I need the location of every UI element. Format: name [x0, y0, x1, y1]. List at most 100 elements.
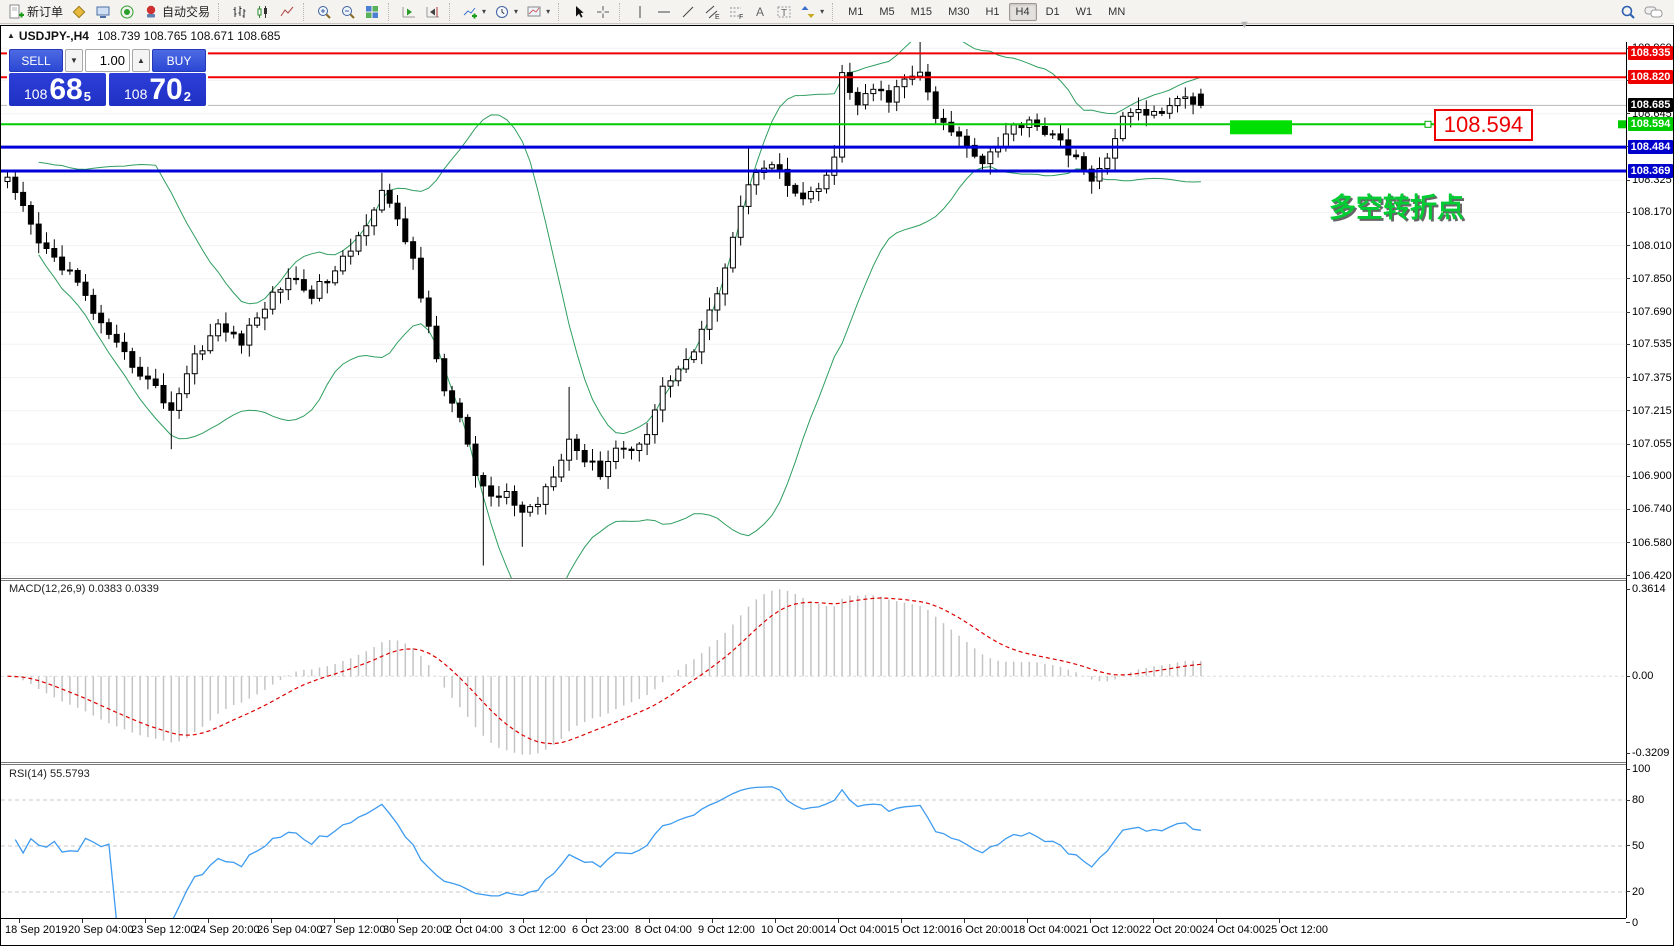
macd-tick: [1626, 588, 1630, 590]
templates-button[interactable]: ▾: [522, 1, 554, 23]
price-tick: [1626, 179, 1630, 181]
tf-H4[interactable]: H4: [1008, 2, 1037, 21]
fibonacci-icon: F: [730, 7, 743, 20]
price-pane-canvas[interactable]: [1, 42, 1626, 578]
price-tick: [1626, 245, 1630, 247]
turning-point-annotation[interactable]: 多空转折点: [1329, 193, 1464, 223]
collapse-arrow-icon[interactable]: ▲: [7, 31, 15, 40]
price-tick: [1626, 377, 1630, 379]
tf-MN[interactable]: MN: [1108, 5, 1126, 18]
tile-windows-button[interactable]: [360, 1, 384, 23]
symbols-button[interactable]: [67, 1, 91, 23]
autotrading-button[interactable]: 自动交易: [139, 1, 214, 23]
tf-H1[interactable]: H1: [985, 5, 1000, 18]
price-annotation-box[interactable]: 108.594: [1434, 109, 1533, 141]
vertical-line-button[interactable]: [628, 1, 652, 23]
line-chart-icon: [280, 6, 294, 16]
macd-tick: [1626, 752, 1630, 754]
sell-button[interactable]: SELL: [9, 49, 63, 72]
pane-divider[interactable]: [1, 762, 1626, 765]
volume-decrease-button[interactable]: ▼: [65, 49, 83, 72]
autotrading-label: 自动交易: [162, 5, 211, 19]
zoom-out-button[interactable]: [336, 1, 360, 23]
volume-input[interactable]: [85, 49, 130, 72]
periods-button[interactable]: ▾: [490, 1, 522, 23]
sell-price-prefix: 108: [24, 86, 48, 102]
crosshair-icon: [597, 5, 610, 18]
chart-window: ▼ ▲ USDJPY-,H4 108.739 108.765 108.671 108…: [0, 19, 1674, 946]
window-splitter-icon[interactable]: ▼: [1239, 19, 1250, 31]
chat-icon[interactable]: [1644, 4, 1664, 20]
zoom-in-button[interactable]: [312, 1, 336, 23]
price-tick-label: 106.900: [1632, 470, 1672, 483]
macd-pane-canvas[interactable]: [1, 580, 1626, 762]
rsi-tick: [1626, 891, 1630, 893]
time-tick: [1216, 919, 1217, 923]
chart-shift-button[interactable]: [421, 1, 445, 23]
time-tick: [964, 919, 965, 923]
arrows-icon: [801, 5, 815, 18]
tf-M15[interactable]: M15: [910, 5, 933, 18]
time-label: 8 Oct 04:00: [635, 924, 692, 936]
text-label-button[interactable]: T: [772, 1, 796, 23]
buy-price-big: 70: [149, 73, 183, 106]
text-icon: A: [756, 5, 764, 19]
buy-button[interactable]: BUY: [152, 49, 206, 72]
bar-chart-button[interactable]: [227, 1, 251, 23]
macd-tick-label: 0.00: [1632, 670, 1654, 683]
text-button[interactable]: A: [748, 1, 772, 23]
time-tick: [523, 919, 524, 923]
price-tick-label: 107.535: [1632, 338, 1672, 351]
channel-icon: E: [705, 5, 720, 20]
toolbar-separator: [303, 2, 308, 21]
chart-shift-icon: [426, 6, 440, 17]
time-tick: [775, 919, 776, 923]
time-axis-line: [1, 918, 1626, 919]
tf-D1[interactable]: D1: [1045, 5, 1060, 18]
time-tick: [712, 919, 713, 923]
buy-quote[interactable]: 108 70 2: [109, 73, 206, 106]
price-tick-label: 107.215: [1632, 404, 1672, 417]
tf-M30[interactable]: M30: [948, 5, 970, 18]
time-label: 6 Oct 23:00: [572, 924, 629, 936]
pane-divider[interactable]: [1, 578, 1626, 581]
horizontal-line-button[interactable]: [652, 1, 676, 23]
trendline-button[interactable]: [676, 1, 700, 23]
arrows-button[interactable]: ▾: [796, 1, 828, 23]
rsi-tick-label: 80: [1632, 794, 1645, 806]
tf-M5[interactable]: M5: [879, 5, 895, 18]
tf-M1[interactable]: M1: [848, 5, 864, 18]
sell-quote[interactable]: 108 68 5: [9, 73, 106, 106]
dropdown-arrow-icon: ▾: [546, 7, 551, 16]
candlestick-chart-button[interactable]: [251, 1, 275, 23]
cursor-button[interactable]: [567, 1, 591, 23]
volume-increase-button[interactable]: ▲: [132, 49, 150, 72]
time-label: 2 Oct 04:00: [446, 924, 503, 936]
channel-button[interactable]: E: [700, 1, 724, 23]
price-marker-108.594: 108.594: [1628, 117, 1673, 132]
tf-W1[interactable]: W1: [1075, 5, 1093, 18]
fibonacci-button[interactable]: F: [724, 1, 748, 23]
time-label: 24 Oct 04:00: [1202, 924, 1265, 936]
indicators-button[interactable]: ▾: [458, 1, 490, 23]
market-watch-button[interactable]: [91, 1, 115, 23]
search-icon[interactable]: [1620, 4, 1636, 20]
auto-scroll-button[interactable]: [397, 1, 421, 23]
price-tick: [1626, 311, 1630, 313]
time-label: 22 Oct 20:00: [1139, 924, 1202, 936]
trendline-icon: [682, 6, 694, 17]
bar-chart-icon: [233, 5, 246, 18]
price-tick: [1626, 542, 1630, 544]
time-tick: [586, 919, 587, 923]
dropdown-arrow-icon: ▾: [820, 7, 825, 16]
time-tick: [19, 919, 20, 923]
rsi-pane-canvas[interactable]: [1, 765, 1626, 918]
crosshair-button[interactable]: [591, 1, 615, 23]
signals-button[interactable]: [115, 1, 139, 23]
svg-text:T: T: [781, 8, 787, 19]
symbol-period-label: USDJPY-,H4: [18, 29, 89, 43]
new-order-button[interactable]: 新订单: [4, 1, 67, 23]
price-tick: [1626, 113, 1630, 115]
line-chart-button[interactable]: [275, 1, 299, 23]
time-tick: [397, 919, 398, 923]
